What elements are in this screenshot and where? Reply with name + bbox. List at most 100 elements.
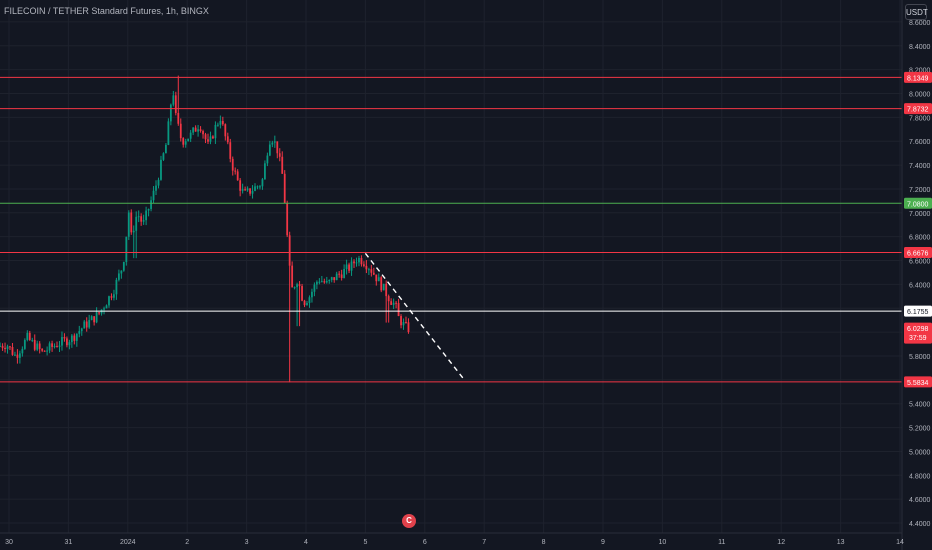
y-tick-label: 7.8000: [909, 115, 931, 122]
y-tick-label: 8.4000: [909, 44, 931, 51]
candle-body: [172, 95, 175, 105]
candle-body: [155, 185, 157, 191]
x-tick-label: 8: [542, 539, 546, 546]
candle-body: [390, 301, 393, 305]
candle-body: [73, 335, 76, 341]
candle-body: [212, 136, 214, 139]
candle-body: [264, 163, 266, 180]
candle-body: [355, 262, 358, 264]
candle-body: [63, 337, 66, 339]
x-tick-label: 31: [65, 539, 73, 546]
candle-body: [110, 296, 113, 298]
x-tick-label: 3: [245, 539, 249, 546]
y-tick-label: 8.2000: [909, 68, 931, 75]
candle-body: [313, 284, 316, 292]
candle-body: [204, 134, 207, 140]
candle-body: [202, 131, 204, 135]
candle-body: [372, 272, 375, 275]
candle-body: [4, 347, 6, 349]
candle-body: [375, 274, 378, 282]
level-price-tag: [904, 71, 932, 83]
x-tick-label: 5: [363, 539, 367, 546]
y-tick-label: 7.2000: [909, 187, 931, 194]
candle-body: [315, 281, 318, 285]
candle-body: [353, 261, 355, 264]
tradingview-logo-icon[interactable]: C: [402, 514, 416, 528]
level-price-tag: [904, 376, 932, 388]
candle-body: [281, 156, 284, 174]
candle-body: [165, 144, 167, 154]
candle-body: [226, 136, 229, 143]
candle-body: [343, 268, 346, 278]
candle-body: [219, 121, 222, 125]
candle-body: [187, 138, 190, 142]
candle-body: [11, 347, 14, 355]
candle-body: [21, 348, 24, 354]
x-tick-label: 4: [304, 539, 308, 546]
level-price-tag: [904, 305, 932, 317]
candle-body: [276, 141, 279, 154]
y-tick-label: 4.6000: [909, 497, 931, 504]
candle-body: [192, 127, 195, 133]
y-tick-label: 8.6000: [909, 20, 931, 27]
candle-body: [229, 142, 232, 159]
symbol-title: FILECOIN / TETHER Standard Futures, 1h, …: [4, 6, 209, 16]
candle-body: [41, 348, 44, 351]
candle-body: [167, 121, 170, 145]
candle-body: [78, 331, 81, 334]
level-price-tag: [904, 103, 932, 115]
candle-body: [135, 216, 138, 231]
candle-body: [53, 345, 56, 347]
x-tick-label: 14: [896, 539, 904, 546]
candle-body: [311, 291, 313, 298]
candle-body: [120, 270, 123, 274]
candle-body: [249, 188, 251, 194]
candle-body: [360, 257, 363, 265]
candle-body: [26, 332, 29, 340]
candle-body: [16, 354, 19, 358]
candle-body: [338, 273, 341, 275]
candle-body: [68, 342, 71, 346]
candle-body: [157, 179, 160, 186]
candle-body: [137, 216, 140, 218]
candle-body: [221, 121, 224, 125]
level-price-label: 5.5834: [907, 380, 929, 387]
candle-body: [83, 321, 86, 329]
candle-body: [105, 305, 108, 309]
y-tick-label: 8.0000: [909, 91, 931, 98]
candle-body: [350, 261, 353, 271]
currency-unit-button[interactable]: USDT: [905, 4, 928, 20]
candle-body: [340, 274, 343, 278]
candle-body: [241, 189, 244, 191]
candle-body: [387, 296, 390, 302]
candle-body: [51, 343, 53, 347]
y-tick-label: 7.0000: [909, 211, 931, 218]
candle-body: [31, 339, 34, 341]
candle-body: [323, 281, 326, 283]
candle-body: [239, 180, 242, 191]
candle-body: [345, 264, 348, 269]
candle-body: [224, 124, 227, 137]
y-tick-label: 6.8000: [909, 235, 931, 242]
last-price-tag: [904, 322, 932, 344]
x-tick-label: 7: [482, 539, 486, 546]
x-tick-label: 2024: [120, 539, 136, 546]
candle-body: [251, 190, 254, 194]
candle-body: [380, 277, 383, 291]
candle-body: [132, 230, 135, 233]
candle-body: [122, 262, 125, 271]
candle-body: [209, 136, 212, 142]
x-tick-label: 12: [777, 539, 785, 546]
candle-body: [98, 312, 100, 314]
candle-body: [174, 95, 177, 113]
candle-body: [58, 345, 61, 347]
candle-body: [367, 269, 370, 271]
candle-body: [382, 283, 385, 291]
candle-body: [36, 343, 39, 350]
level-price-label: 6.1755: [907, 309, 929, 316]
candle-body: [140, 216, 143, 222]
candle-body: [407, 322, 410, 333]
candle-body: [75, 333, 78, 341]
candle-body: [61, 337, 63, 346]
